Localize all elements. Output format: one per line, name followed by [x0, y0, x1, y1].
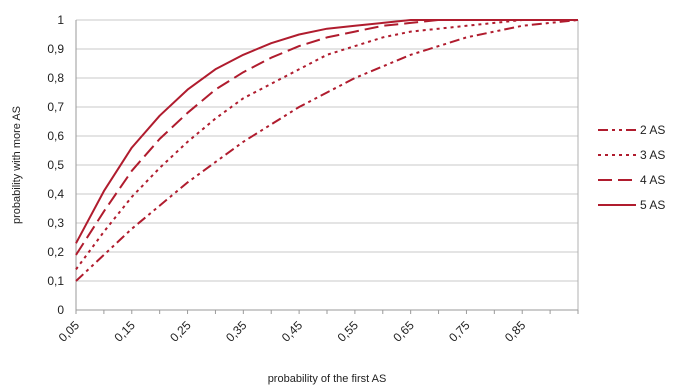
- x-tick-label: 0,05: [56, 318, 83, 345]
- y-tick-label: 0,4: [47, 187, 64, 201]
- x-tick-label: 0,55: [335, 318, 362, 345]
- series-line-3-as: [75, 19, 578, 270]
- y-tick-label: 0,2: [47, 245, 64, 259]
- y-tick-label: 0,6: [47, 129, 64, 143]
- legend-label: 3 AS: [640, 148, 665, 162]
- axes: [75, 20, 579, 314]
- x-tick-label: 0,35: [223, 318, 250, 345]
- x-tick-label: 0,65: [390, 318, 417, 345]
- series-line-5-as: [75, 19, 578, 244]
- legend-label: 2 AS: [640, 123, 665, 137]
- x-tick-label: 0,25: [167, 318, 194, 345]
- x-tick-labels: 0,05 0,15 0,25 0,35 0,45 0,55 0,65 0,75 0,85: [56, 318, 529, 345]
- y-tick-label: 0,1: [47, 274, 64, 288]
- x-tick-label: 0,75: [446, 318, 473, 345]
- y-tick-label: 0: [57, 303, 64, 317]
- series-lines: [75, 19, 579, 282]
- x-tick-label: 0,15: [111, 318, 138, 345]
- x-axis-label: probability of the first AS: [268, 373, 387, 385]
- y-tick-label: 0,9: [47, 42, 64, 56]
- legend: 2 AS 3 AS 4 AS 5 AS: [598, 123, 665, 212]
- y-tick-label: 0,7: [47, 100, 64, 114]
- series-line-2-as: [75, 19, 579, 282]
- legend-label: 5 AS: [640, 198, 665, 212]
- y-tick-label: 0,5: [47, 158, 64, 172]
- x-tick-label: 0,85: [502, 318, 529, 345]
- y-axis-label: probability with more AS: [11, 106, 23, 224]
- y-tick-label: 0,3: [47, 216, 64, 230]
- x-tick-label: 0,45: [279, 318, 306, 345]
- legend-label: 4 AS: [640, 173, 665, 187]
- y-tick-labels: 0 0,1 0,2 0,3 0,4 0,5 0,6 0,7 0,8 0,9 1: [47, 13, 64, 317]
- y-tick-label: 1: [57, 13, 64, 27]
- y-tick-label: 0,8: [47, 71, 64, 85]
